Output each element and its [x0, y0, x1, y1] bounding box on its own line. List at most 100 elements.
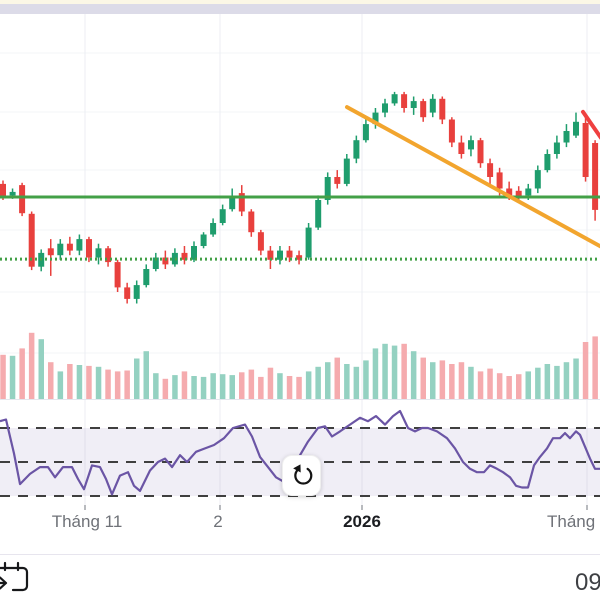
time-axis-label: Tháng 11 [51, 512, 123, 531]
volume-bar [191, 376, 197, 399]
volume-bar [0, 354, 6, 399]
volume-bar [48, 362, 54, 399]
volume-bar [19, 348, 25, 399]
candle-body [353, 140, 360, 159]
volume-bar [325, 362, 331, 399]
volume-bar [363, 360, 369, 399]
candle-body [86, 239, 92, 258]
volume-bar [449, 364, 455, 399]
refresh-button[interactable] [282, 455, 321, 496]
volume-bar [229, 375, 235, 399]
candle-body [468, 140, 474, 150]
volume-bar [286, 376, 293, 399]
volume-bar [544, 364, 551, 399]
candle-body [592, 143, 599, 210]
candle-body [343, 158, 350, 184]
candle-body [573, 121, 579, 136]
candle-body [277, 250, 283, 260]
candle-body [0, 183, 6, 197]
volume-bar [181, 371, 188, 399]
volume-bar [353, 366, 360, 399]
volume-bar [210, 373, 216, 399]
volume-bar [573, 358, 579, 399]
volume-bar [258, 376, 264, 399]
candle-body [420, 101, 427, 118]
candle-body [267, 250, 274, 260]
candle-body [429, 98, 436, 113]
volume-bar [162, 378, 169, 399]
volume-bar [248, 369, 255, 399]
time-axis-label: 2026 [343, 512, 381, 531]
candle-body [229, 197, 236, 210]
candle-body [582, 123, 589, 177]
volume-bar [592, 336, 598, 399]
candle-body [248, 211, 255, 233]
candle-body [181, 252, 188, 260]
candle-body [66, 243, 73, 251]
volume-bar [535, 367, 541, 399]
volume-bar [86, 365, 92, 399]
candle-body [114, 262, 121, 288]
candle-body [238, 193, 245, 212]
time-axis[interactable]: Tháng 11 2 2026 Tháng [0, 508, 600, 542]
candle-body [534, 170, 541, 189]
session-time-text: 09 [575, 569, 600, 596]
volume-bar [506, 376, 512, 399]
volume-bar [315, 366, 321, 399]
candle-body [506, 188, 513, 196]
candle-body [191, 246, 197, 260]
volume-bar [105, 369, 111, 399]
candle-body [448, 119, 455, 143]
candle-body [171, 252, 178, 265]
volume-bar [391, 345, 398, 399]
volume-bar [95, 366, 102, 399]
candlestick-series [0, 91, 599, 304]
volume-bar [334, 357, 340, 399]
candle-body [515, 190, 522, 198]
candle-body [133, 285, 140, 299]
candle-body [19, 185, 26, 214]
volume-bar [267, 367, 274, 399]
volume-bar [67, 364, 73, 399]
goto-date-button[interactable] [0, 560, 31, 598]
volume-bar [496, 373, 503, 399]
volume-bar [477, 371, 484, 399]
candle-body [152, 257, 159, 269]
candle-body [57, 243, 64, 256]
rsi-line [0, 409, 600, 496]
candle-body [525, 188, 532, 196]
volume-bar [439, 360, 446, 399]
candle-body [391, 94, 398, 104]
candle-body [382, 103, 388, 113]
candle-body [219, 209, 226, 223]
candle-body [47, 248, 54, 256]
collapsed-panel-strip [0, 4, 600, 14]
candle-body [105, 248, 112, 263]
candle-body [210, 223, 217, 235]
candle-body [496, 172, 503, 189]
candle-body [401, 94, 408, 108]
calendar-arrow-icon [0, 561, 29, 592]
top-edge-strip [0, 0, 600, 4]
candle-body [477, 140, 484, 164]
volume-bar [277, 373, 283, 399]
candle-body [9, 191, 16, 196]
candle-body [563, 131, 570, 143]
volume-bar [134, 358, 140, 399]
volume-bar [382, 343, 388, 399]
volume-bar [516, 374, 522, 399]
volume-bar [420, 357, 426, 399]
candle-body [372, 112, 379, 125]
candle-body [95, 248, 102, 258]
volume-bar [124, 370, 130, 399]
candle-body [315, 200, 322, 228]
candle-body [334, 177, 341, 184]
candle-body [296, 255, 303, 260]
candle-body [458, 142, 465, 154]
volume-bar [582, 342, 589, 399]
candle-body [76, 239, 83, 251]
volume-bar [9, 355, 16, 399]
price-marker-line [581, 109, 600, 140]
candle-body [544, 154, 551, 171]
volume-bar [458, 362, 465, 399]
